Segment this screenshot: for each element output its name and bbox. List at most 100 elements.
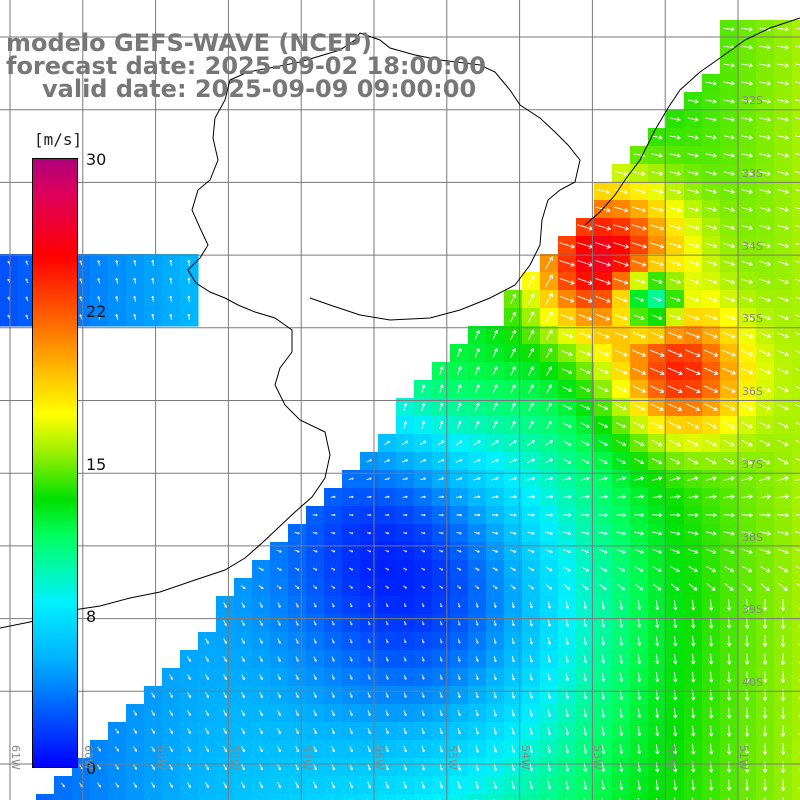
wind-cell — [792, 452, 800, 471]
wind-arrow — [456, 513, 462, 517]
wind-arrow — [795, 332, 800, 336]
wind-arrow — [474, 549, 480, 553]
wind-arrow — [705, 99, 717, 104]
wind-arrow — [705, 207, 717, 212]
wind-arrow — [651, 458, 663, 465]
wind-arrow — [385, 781, 390, 789]
wind-arrow — [596, 350, 610, 357]
wind-arrow — [385, 549, 390, 553]
wind-arrow — [601, 744, 606, 754]
wind-arrow — [614, 332, 628, 339]
wind-arrow — [708, 653, 714, 665]
wind-arrow — [241, 692, 245, 698]
wind-arrow — [421, 402, 426, 412]
wind-arrow — [741, 26, 753, 32]
wind-arrow — [529, 655, 533, 663]
wind-arrow — [633, 440, 645, 447]
wind-arrow — [777, 404, 789, 411]
wind-arrow — [527, 513, 535, 517]
colorbar-tick-15: 15 — [86, 455, 107, 474]
wind-arrow — [723, 512, 735, 518]
wind-arrow — [633, 171, 646, 176]
wind-arrow — [705, 171, 717, 176]
wind-cell — [792, 200, 800, 219]
wind-arrow — [669, 457, 681, 465]
wind-arrow — [546, 584, 553, 590]
wind-arrow — [61, 782, 65, 788]
wind-arrow — [169, 295, 173, 302]
wind-arrow — [546, 384, 552, 394]
wind-arrow — [777, 242, 789, 249]
wind-arrow — [669, 314, 681, 321]
wind-cell — [792, 416, 800, 435]
wind-arrow — [615, 422, 627, 429]
wind-arrow — [565, 744, 570, 754]
wind-cell — [792, 128, 800, 147]
wind-arrow — [348, 513, 354, 517]
wind-cell — [36, 794, 55, 800]
wind-arrow — [669, 476, 681, 481]
wind-arrow — [723, 476, 735, 481]
wind-arrow — [741, 512, 753, 518]
wind-arrow — [706, 565, 717, 573]
wind-arrow — [492, 585, 498, 590]
lat-label-40s: 40S — [742, 676, 763, 689]
wind-cell — [360, 794, 379, 800]
wind-cell — [126, 794, 145, 800]
wind-arrow — [439, 366, 444, 376]
wind-arrow — [705, 189, 717, 194]
wind-arrow — [331, 763, 335, 771]
wind-arrow — [777, 422, 789, 429]
wind-arrow — [687, 189, 699, 194]
wind-arrow — [616, 513, 626, 518]
wind-arrow — [511, 655, 515, 663]
lat-label-37s: 37S — [742, 458, 763, 471]
wind-arrow — [759, 368, 771, 375]
wind-arrow — [97, 764, 101, 770]
wind-arrow — [762, 653, 768, 665]
wind-arrow — [474, 567, 480, 571]
wind-cell — [234, 794, 253, 800]
wind-cell — [270, 794, 289, 800]
wind-arrow — [724, 583, 734, 591]
wind-arrow — [187, 656, 191, 662]
wind-arrow — [687, 548, 699, 554]
wind-arrow — [563, 549, 571, 554]
wind-arrow — [687, 476, 699, 481]
wind-cell — [612, 794, 631, 800]
wind-arrow — [597, 386, 609, 393]
wind-arrow — [740, 350, 754, 357]
wind-arrow — [615, 385, 628, 393]
wind-arrow — [583, 708, 588, 718]
wind-arrow — [545, 495, 554, 499]
wind-arrow — [668, 331, 683, 339]
wind-arrow — [598, 549, 608, 554]
wind-arrow — [312, 549, 318, 553]
wind-arrow — [619, 726, 624, 736]
wind-arrow — [759, 278, 771, 285]
wind-arrow — [686, 314, 700, 321]
wind-arrow — [491, 458, 499, 463]
wind-arrow — [583, 672, 588, 682]
wind-arrow — [493, 691, 497, 699]
wind-arrow — [583, 726, 588, 736]
wind-arrow — [710, 797, 712, 800]
wind-arrow — [691, 671, 696, 683]
wind-arrow — [151, 746, 155, 752]
wind-arrow — [385, 745, 389, 753]
wind-arrow — [704, 421, 718, 429]
wind-arrow — [367, 567, 371, 571]
wind-arrow — [312, 532, 318, 535]
wind-arrow — [795, 457, 800, 461]
wind-arrow — [652, 583, 662, 591]
wind-arrow — [385, 674, 389, 680]
wind-arrow — [421, 549, 426, 553]
wind-arrow — [705, 224, 717, 231]
wind-arrow — [421, 692, 425, 698]
wind-cell — [630, 794, 649, 800]
wind-arrow — [474, 402, 480, 412]
wind-arrow — [601, 708, 606, 718]
wind-cell — [792, 218, 800, 237]
wind-arrow — [616, 440, 627, 447]
wind-arrow — [777, 296, 789, 303]
